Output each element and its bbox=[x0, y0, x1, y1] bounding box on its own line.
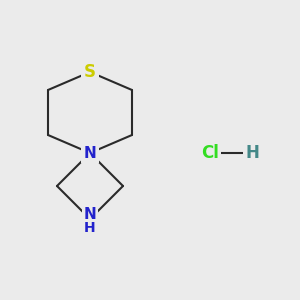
Text: N: N bbox=[84, 207, 96, 222]
Text: H: H bbox=[84, 221, 96, 235]
Text: H: H bbox=[245, 144, 259, 162]
Text: N: N bbox=[84, 146, 96, 160]
Text: S: S bbox=[84, 63, 96, 81]
Text: Cl: Cl bbox=[201, 144, 219, 162]
